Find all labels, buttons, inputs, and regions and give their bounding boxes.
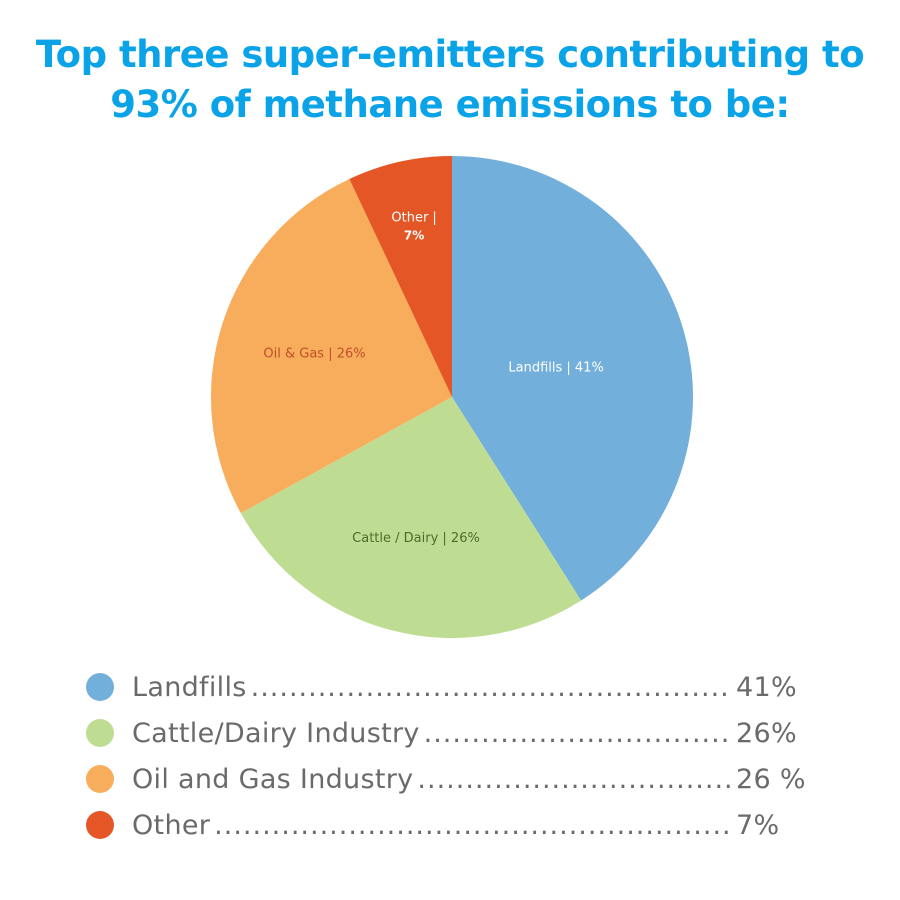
legend: Landfills 41% Cattle/Dairy Industry 26% … <box>86 664 806 848</box>
legend-label-oil-gas: Oil and Gas Industry <box>132 763 414 795</box>
legend-value-oil-gas: 26 % <box>736 763 806 795</box>
chart-title: Top three super-emitters contributing to… <box>0 30 900 130</box>
chart-title-line-2: 93% of methane emissions to be: <box>110 83 790 126</box>
pie-label-cattle-dairy: Cattle / Dairy | 26% <box>352 531 480 546</box>
legend-value-other: 7% <box>736 809 780 841</box>
chart-title-line-1: Top three super-emitters contributing to <box>35 33 865 76</box>
legend-swatch-landfills <box>86 673 114 701</box>
legend-leader-dots <box>417 764 730 795</box>
pie-slice-oil-gas <box>211 178 452 514</box>
pie-slice-landfills <box>452 156 693 601</box>
legend-value-cattle-dairy: 26% <box>736 717 797 749</box>
legend-leader-dots <box>251 672 730 703</box>
legend-label-other: Other <box>132 809 211 841</box>
legend-item-landfills: Landfills 41% <box>86 664 806 710</box>
pie-label-landfills: Landfills | 41% <box>508 361 603 376</box>
pie-label-oil-gas: Oil & Gas | 26% <box>263 346 365 361</box>
legend-leader-dots <box>424 718 730 749</box>
legend-swatch-oil-gas <box>86 765 114 793</box>
legend-item-oil-gas: Oil and Gas Industry 26 % <box>86 756 806 802</box>
legend-leader-dots <box>214 810 730 841</box>
pie-label-other: Other | 7% <box>391 211 436 243</box>
pie-slice-cattle-dairy <box>240 397 582 638</box>
legend-value-landfills: 41% <box>736 671 797 703</box>
pie-slice-other <box>349 156 452 397</box>
legend-label-landfills: Landfills <box>132 671 247 703</box>
legend-item-cattle-dairy: Cattle/Dairy Industry 26% <box>86 710 806 756</box>
legend-swatch-cattle-dairy <box>86 719 114 747</box>
legend-label-cattle-dairy: Cattle/Dairy Industry <box>132 717 420 749</box>
legend-item-other: Other 7% <box>86 802 806 848</box>
legend-swatch-other <box>86 811 114 839</box>
